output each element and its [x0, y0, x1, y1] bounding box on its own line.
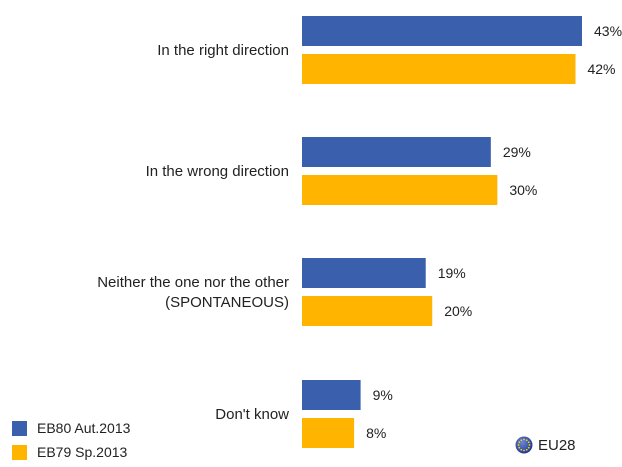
legend-label-series-2: EB79 Sp.2013: [37, 444, 128, 460]
bar-2-1: [302, 54, 576, 84]
bar-1-2: [302, 137, 491, 167]
value-label-2-3: 20%: [444, 303, 472, 319]
eu-flag-icon: [515, 436, 533, 454]
category-label-3-line-2: (SPONTANEOUS): [165, 294, 289, 311]
legend-label-series-1: EB80 Aut.2013: [37, 420, 131, 436]
value-label-1-2: 29%: [503, 144, 531, 160]
bar-1-3: [302, 258, 426, 288]
legend-swatch-series-1: [12, 420, 27, 436]
bar-1-1: [302, 16, 582, 46]
bar-2-3: [302, 296, 433, 326]
bar-1-4: [302, 380, 361, 410]
value-label-2-1: 42%: [587, 61, 615, 77]
bar-2-2: [302, 175, 498, 205]
bar-2-4: [302, 418, 355, 448]
value-label-1-4: 9%: [373, 387, 393, 403]
eu28-label: EU28: [538, 436, 576, 454]
category-label-2: In the wrong direction: [146, 163, 289, 180]
legend-swatch-series-2: [12, 444, 27, 460]
category-label-1: In the right direction: [157, 42, 289, 59]
value-label-1-1: 43%: [594, 23, 622, 39]
legend-item-series-1: EB80 Aut.2013: [12, 416, 130, 440]
value-label-2-4: 8%: [366, 425, 386, 441]
eu28-badge: EU28: [515, 436, 576, 454]
category-label-3-line-1: Neither the one nor the other: [97, 274, 289, 291]
legend: EB80 Aut.2013 EB79 Sp.2013: [12, 416, 130, 464]
category-label-4: Don't know: [215, 406, 289, 423]
value-label-2-2: 30%: [509, 182, 537, 198]
value-label-1-3: 19%: [438, 265, 466, 281]
legend-item-series-2: EB79 Sp.2013: [12, 440, 130, 464]
